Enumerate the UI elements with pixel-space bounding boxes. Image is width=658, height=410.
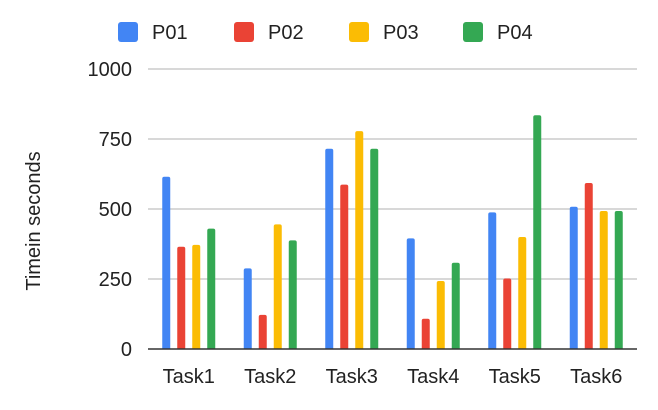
bar-p04-task1 [207,228,216,349]
bar-p04-task4 [451,262,460,349]
legend-swatch [118,22,138,42]
bar-p03-task2 [273,224,282,349]
bar-p04-task3 [370,148,379,349]
bar-p01-task1 [162,176,171,349]
y-axis-ticks: 0 250 500 750 1000 [88,59,133,361]
legend-item-p03: P03 [349,22,419,44]
bar-p01-task6 [569,206,578,349]
y-tick-label: 1000 [88,59,133,81]
bar-p03-task4 [436,280,445,349]
bar-p02-task3 [340,184,349,349]
x-tick-label: Task2 [244,366,296,388]
bar-p02-task5 [503,278,512,349]
y-axis-title: Timein seconds [23,151,45,290]
x-tick-label: Task5 [489,366,541,388]
bar-p02-task4 [421,318,430,349]
legend-swatch [463,22,483,42]
legend-label: P01 [152,22,188,44]
bar-p04-task5 [533,115,542,349]
bar-p02-task1 [177,246,186,349]
x-tick-label: Task1 [163,366,215,388]
legend-swatch [234,22,254,42]
bar-p03-task1 [192,244,201,349]
bar-p04-task2 [288,240,297,349]
bar-p01-task3 [325,148,334,349]
bar-p03-task3 [355,131,364,349]
legend-item-p04: P04 [463,22,533,44]
bar-p01-task2 [243,268,252,349]
y-tick-label: 0 [121,339,132,361]
bars [162,115,623,349]
bar-p04-task6 [614,210,623,349]
bar-p01-task4 [406,238,415,349]
x-tick-label: Task6 [570,366,622,388]
gridlines [148,68,637,280]
legend-label: P03 [383,22,419,44]
bar-p02-task6 [584,182,593,349]
legend-label: P02 [268,22,304,44]
x-tick-label: Task3 [326,366,378,388]
x-tick-label: Task4 [407,366,459,388]
y-tick-label: 250 [99,269,132,291]
legend-label: P04 [497,22,533,44]
bar-p01-task5 [488,212,497,349]
bar-p02-task2 [258,314,267,349]
legend-item-p02: P02 [234,22,304,44]
legend-item-p01: P01 [118,22,188,44]
legend: P01 P02 P03 P04 [118,22,533,44]
bar-p03-task6 [599,210,608,349]
x-axis-ticks: Task1 Task2 Task3 Task4 Task5 Task6 [163,366,623,388]
y-tick-label: 750 [99,129,132,151]
y-tick-label: 500 [99,199,132,221]
bar-p03-task5 [518,237,527,349]
legend-swatch [349,22,369,42]
